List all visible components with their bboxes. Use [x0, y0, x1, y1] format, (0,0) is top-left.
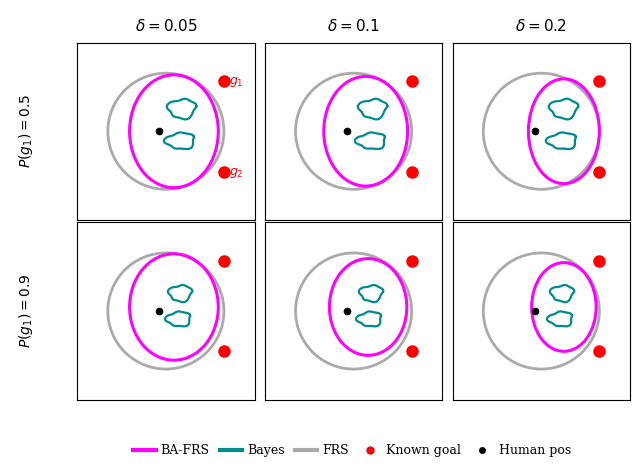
- Text: $g_2$: $g_2$: [228, 166, 243, 180]
- Text: $P(g_1) = 0.9$: $P(g_1) = 0.9$: [17, 274, 35, 348]
- Text: $P(g_1) = 0.5$: $P(g_1) = 0.5$: [17, 94, 35, 168]
- Text: $\delta = 0.05$: $\delta = 0.05$: [134, 18, 197, 34]
- Text: $\delta = 0.1$: $\delta = 0.1$: [327, 18, 380, 34]
- Text: $\delta = 0.2$: $\delta = 0.2$: [515, 18, 567, 34]
- Text: $g_1$: $g_1$: [228, 76, 243, 89]
- Legend: BA-FRS, Bayes, FRS, Known goal, Human pos: BA-FRS, Bayes, FRS, Known goal, Human po…: [128, 439, 576, 462]
